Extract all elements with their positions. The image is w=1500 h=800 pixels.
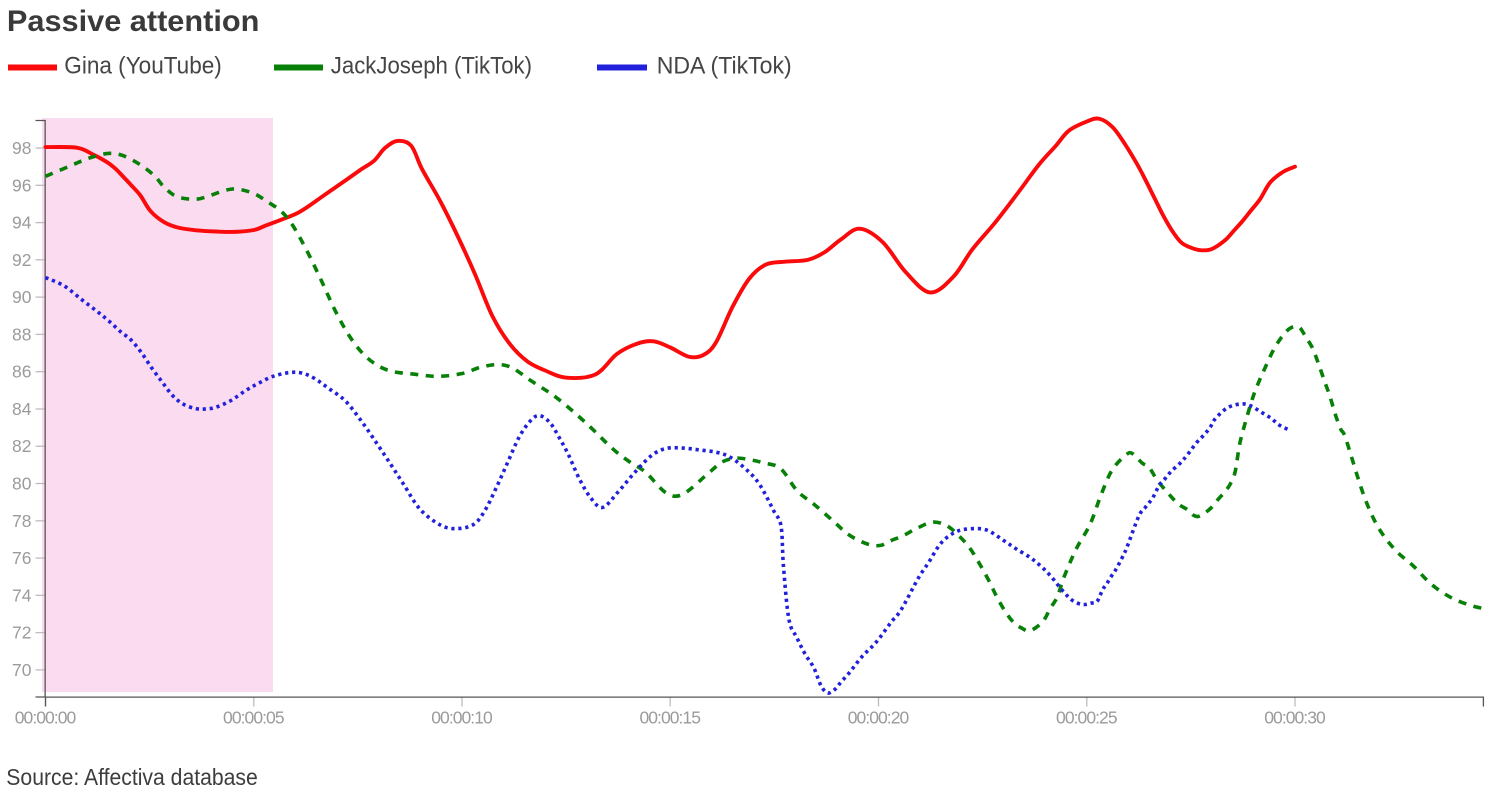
svg-text:72: 72 — [12, 623, 31, 643]
svg-text:96: 96 — [12, 175, 31, 195]
svg-text:74: 74 — [12, 585, 32, 605]
svg-text:76: 76 — [12, 548, 31, 568]
svg-text:82: 82 — [12, 436, 31, 456]
svg-text:84: 84 — [12, 399, 32, 419]
svg-text:00:00:10: 00:00:10 — [431, 708, 493, 728]
svg-text:JackJoseph (TikTok): JackJoseph (TikTok) — [331, 53, 532, 80]
svg-text:00:00:05: 00:00:05 — [223, 708, 284, 728]
svg-text:Source: Affectiva database: Source: Affectiva database — [6, 764, 257, 790]
svg-text:80: 80 — [12, 474, 32, 494]
svg-text:78: 78 — [12, 511, 31, 531]
svg-text:Gina (YouTube): Gina (YouTube) — [64, 53, 222, 80]
svg-text:00:00:15: 00:00:15 — [639, 708, 701, 728]
svg-text:98: 98 — [12, 138, 31, 158]
svg-text:88: 88 — [12, 324, 31, 344]
svg-text:94: 94 — [12, 213, 32, 233]
svg-text:70: 70 — [12, 660, 32, 680]
svg-text:00:00:25: 00:00:25 — [1056, 708, 1118, 728]
svg-text:NDA (TikTok): NDA (TikTok) — [657, 53, 792, 80]
svg-text:00:00:20: 00:00:20 — [848, 708, 910, 728]
svg-text:00:00:30: 00:00:30 — [1264, 708, 1326, 728]
svg-text:92: 92 — [12, 250, 31, 270]
svg-text:Passive attention: Passive attention — [7, 5, 260, 38]
svg-text:00:00:00: 00:00:00 — [15, 708, 77, 728]
svg-text:90: 90 — [12, 287, 32, 307]
svg-text:86: 86 — [12, 362, 31, 382]
